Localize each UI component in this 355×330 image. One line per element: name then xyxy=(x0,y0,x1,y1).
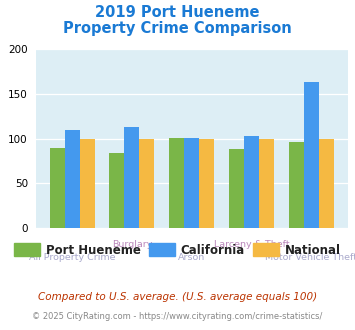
Text: Compared to U.S. average. (U.S. average equals 100): Compared to U.S. average. (U.S. average … xyxy=(38,292,317,302)
Bar xyxy=(169,138,184,228)
Bar xyxy=(304,82,319,228)
Bar xyxy=(229,149,244,228)
Bar xyxy=(289,142,304,228)
Bar xyxy=(184,138,199,228)
Bar xyxy=(125,127,140,228)
Bar xyxy=(140,139,154,228)
Text: Motor Vehicle Theft: Motor Vehicle Theft xyxy=(265,253,355,262)
Bar xyxy=(80,139,94,228)
Bar xyxy=(50,148,65,228)
Text: 2019 Port Hueneme: 2019 Port Hueneme xyxy=(95,5,260,20)
Legend: Port Hueneme, California, National: Port Hueneme, California, National xyxy=(9,239,346,261)
Text: Burglary: Burglary xyxy=(112,240,152,249)
Bar xyxy=(244,136,259,228)
Text: Property Crime Comparison: Property Crime Comparison xyxy=(63,21,292,36)
Text: © 2025 CityRating.com - https://www.cityrating.com/crime-statistics/: © 2025 CityRating.com - https://www.city… xyxy=(32,312,323,321)
Bar xyxy=(109,153,125,228)
Text: Larceny & Theft: Larceny & Theft xyxy=(214,240,289,249)
Text: All Property Crime: All Property Crime xyxy=(29,253,115,262)
Bar xyxy=(65,130,80,228)
Bar xyxy=(259,139,274,228)
Bar xyxy=(319,139,334,228)
Text: Arson: Arson xyxy=(178,253,205,262)
Bar xyxy=(199,139,214,228)
